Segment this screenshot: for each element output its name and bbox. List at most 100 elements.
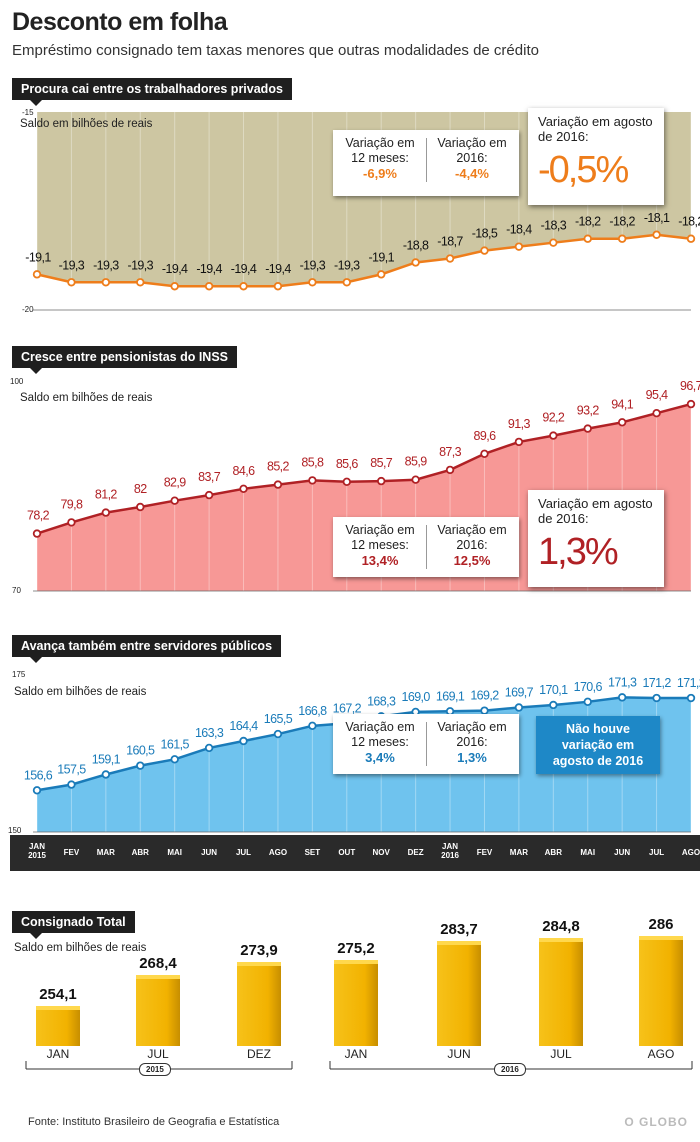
source-note: Fonte: Instituto Brasileiro de Geografia… [28, 1116, 280, 1128]
bar-value-label: 284,8 [542, 918, 580, 936]
bar [237, 962, 281, 1046]
data-label: -19,1 [25, 250, 51, 264]
chart-title-inss: Cresce entre pensionistas do INSS [12, 346, 238, 374]
data-label: 165,5 [264, 712, 293, 726]
data-point [170, 755, 179, 764]
variation-12m-label: Variação em 12 meses: [345, 136, 415, 165]
data-label: -18,2 [609, 215, 635, 229]
data-label: 159,1 [92, 752, 121, 766]
data-label: 93,2 [577, 404, 600, 418]
data-point [67, 780, 76, 789]
month-label: JUN [602, 835, 642, 857]
data-label: 78,2 [27, 509, 50, 523]
chart-title-private: Procura cai entre os trabalhadores priva… [12, 78, 292, 106]
data-label: 170,6 [574, 680, 603, 694]
bar-category-label: JUL [147, 1047, 169, 1061]
divider [426, 525, 427, 569]
unit-label-private: Saldo em bilhões de reais [20, 118, 153, 130]
month-name: AGO [681, 848, 700, 857]
data-point [273, 480, 283, 489]
data-point [549, 431, 558, 440]
data-label: 167,2 [333, 701, 362, 715]
data-point [480, 449, 489, 458]
data-point [273, 282, 283, 291]
ytick-bottom-inss: 70 [12, 586, 21, 595]
month-label: MAI [568, 835, 608, 857]
data-label: 85,6 [336, 457, 359, 471]
variation-12m-value: 3,4% [365, 750, 395, 765]
data-point [273, 729, 283, 739]
data-point [170, 496, 179, 505]
data-point [377, 270, 386, 279]
data-label: 94,1 [611, 397, 634, 411]
area-fill [37, 404, 691, 591]
page-title: Desconto em folha [12, 8, 228, 36]
month-name: JUN [614, 848, 631, 857]
data-label: -18,2 [575, 215, 601, 229]
unit-label-inss: Saldo em bilhões de reais [20, 392, 153, 404]
data-label: 83,7 [198, 470, 221, 484]
ytick-top-public: 175 [12, 670, 26, 679]
data-point [583, 234, 592, 243]
month-year: 2016 [441, 851, 459, 860]
data-label: 156,6 [24, 768, 53, 782]
data-point [652, 409, 661, 418]
bar-value-label: 275,2 [337, 939, 375, 957]
bar [539, 938, 583, 1046]
data-label: 164,4 [229, 719, 258, 733]
month-label: ABR [533, 835, 573, 857]
bar-category-label: JUN [447, 1047, 471, 1061]
data-label: 82,9 [164, 476, 187, 490]
month-name: JAN [442, 842, 459, 851]
data-label: 169,0 [401, 690, 430, 704]
callout-value: -0,5% [538, 149, 629, 191]
data-label: 84,6 [233, 464, 256, 478]
data-label: 160,5 [126, 744, 155, 758]
month-name: DEZ [407, 848, 424, 857]
data-point [480, 706, 489, 715]
bar [437, 940, 481, 1046]
month-name: MAR [509, 848, 528, 857]
data-label: 92,2 [542, 411, 565, 425]
data-label: 171,2 [677, 676, 700, 690]
variation-box-private: Variação em 12 meses: -6,9% Variação em … [333, 130, 519, 196]
month-name: AGO [268, 848, 288, 857]
unit-label-public: Saldo em bilhões de reais [14, 686, 147, 698]
callout-public: Não houve variação em agosto de 2016 [536, 716, 660, 774]
bar-value-label: 268,4 [139, 954, 177, 972]
bar [136, 974, 180, 1046]
data-label: 96,7 [680, 379, 700, 393]
month-name: ABR [544, 848, 562, 857]
data-label: -18,8 [403, 238, 429, 252]
year-tag-2016: 2016 [494, 1063, 526, 1076]
ytick-bottom-private: -20 [22, 305, 34, 314]
month-label: NOV [361, 835, 401, 857]
bar-value-label: 273,9 [240, 942, 278, 960]
data-point [170, 282, 179, 291]
data-point [480, 246, 489, 255]
data-point [308, 476, 317, 485]
data-label: -19,3 [93, 258, 119, 272]
data-label: 85,8 [301, 455, 324, 469]
data-label: -19,3 [334, 258, 360, 272]
month-name: ABR [131, 848, 149, 857]
month-label: ABR [120, 835, 160, 857]
month-name: MAR [96, 848, 115, 857]
callout-value: 1,3% [538, 531, 619, 573]
data-point [239, 282, 248, 291]
data-point [204, 743, 214, 753]
data-label: -18,7 [437, 235, 463, 249]
bar-value-label: 286 [648, 915, 674, 933]
callout-label: Variação em agosto de 2016: [538, 496, 653, 526]
data-point [239, 736, 248, 746]
data-point [686, 693, 696, 703]
month-label: MAR [499, 835, 539, 857]
data-label: 171,3 [608, 675, 637, 689]
year-tag-2015: 2015 [139, 1063, 171, 1076]
data-point [308, 278, 317, 287]
data-label: 87,3 [439, 445, 462, 459]
variation-2016-label: Variação em 2016: [437, 523, 507, 552]
variation-box-public: Variação em 12 meses: 3,4% Variação em 2… [333, 714, 519, 774]
data-point [445, 254, 455, 263]
